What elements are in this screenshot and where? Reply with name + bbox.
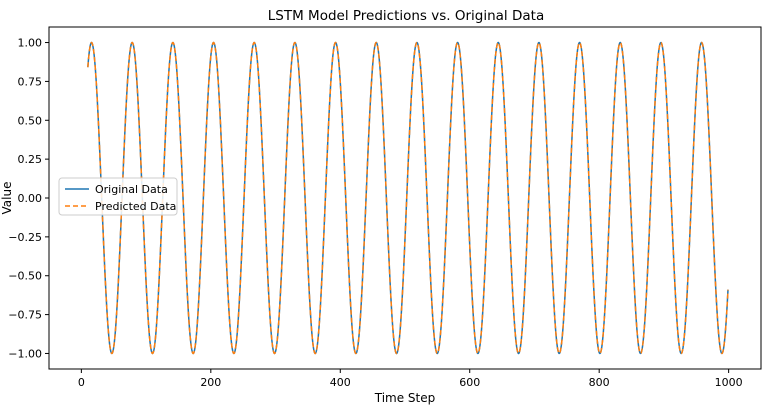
y-tick-label: −1.00: [8, 347, 42, 360]
y-tick-label: −0.50: [8, 270, 42, 283]
x-axis: 0 200 400 600 800 1000: [78, 369, 743, 389]
y-tick-label: 0.75: [18, 75, 43, 88]
x-tick-label: 800: [589, 376, 610, 389]
y-tick-label: −0.25: [8, 231, 42, 244]
y-tick-label: 1.00: [18, 37, 43, 50]
legend: Original Data Predicted Data: [58, 177, 178, 216]
y-tick-label: −0.75: [8, 309, 42, 322]
x-tick-label: 200: [200, 376, 221, 389]
x-axis-label: Time Step: [374, 391, 436, 405]
y-tick-label: 0.50: [18, 114, 43, 127]
y-axis-label: Value: [0, 182, 14, 215]
x-tick-label: 0: [78, 376, 85, 389]
x-tick-label: 600: [459, 376, 480, 389]
chart-title: LSTM Model Predictions vs. Original Data: [268, 8, 544, 24]
legend-frame: [58, 177, 178, 216]
x-tick-label: 400: [330, 376, 351, 389]
y-tick-label: 0.00: [18, 192, 43, 205]
series-layer: [87, 41, 729, 355]
legend-label-predicted: Predicted Data: [95, 200, 176, 213]
legend-label-original: Original Data: [95, 183, 168, 196]
series-line-predicted: [87, 41, 729, 355]
y-tick-label: 0.25: [18, 153, 43, 166]
x-tick-label: 1000: [715, 376, 743, 389]
y-axis: 1.00 0.75 0.50 0.25 0.00 −0.25 −0.50 −0.75 −1.00: [8, 37, 49, 360]
